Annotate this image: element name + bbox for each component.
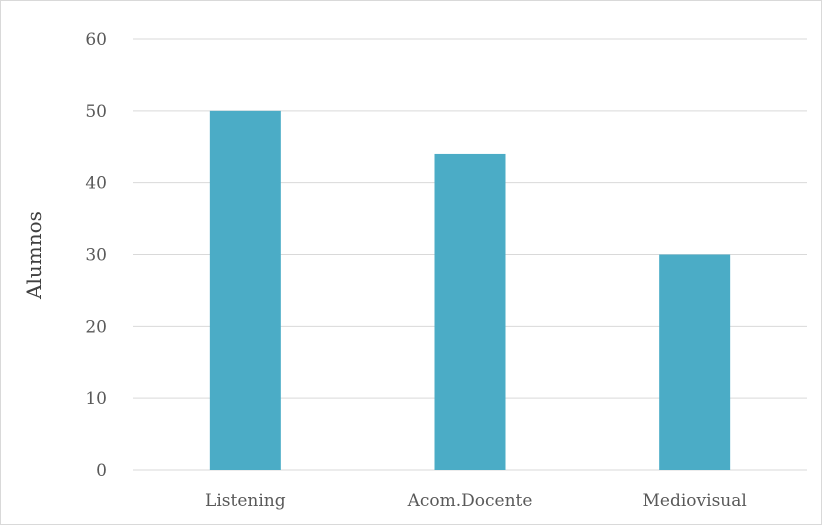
bars	[209, 110, 731, 470]
y-tick-label: 0	[96, 461, 107, 481]
bar-listening	[209, 110, 281, 470]
bar-mediovisual	[659, 254, 731, 470]
y-tick-labels: 0 10 20 30 40 50 60	[85, 30, 107, 481]
x-tick-labels: Listening Acom.Docente Mediovisual	[205, 491, 747, 511]
y-tick-label: 30	[85, 246, 107, 266]
y-tick-label: 10	[85, 389, 107, 409]
y-axis-title: Alumnos	[22, 211, 46, 300]
y-tick-label: 40	[85, 174, 107, 194]
y-tick-label: 50	[85, 102, 107, 122]
y-tick-label: 60	[85, 30, 107, 50]
bar-acom-docente	[434, 153, 506, 470]
x-tick-label: Listening	[205, 491, 286, 511]
x-tick-label: Acom.Docente	[407, 491, 533, 511]
y-tick-label: 20	[85, 317, 107, 337]
x-tick-label: Mediovisual	[643, 491, 747, 511]
